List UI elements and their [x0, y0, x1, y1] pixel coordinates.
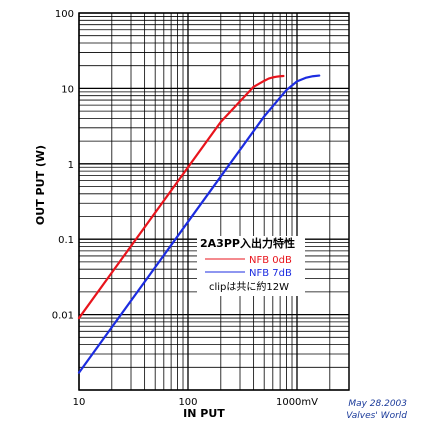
y-axis-title: OUT PUT (W)	[34, 145, 47, 225]
grid-major	[78, 12, 349, 391]
series-line-1	[77, 74, 321, 374]
credit-date: May 28.2003	[348, 399, 407, 409]
credit-site: Valves' World	[346, 411, 407, 421]
x-axis-title: IN PUT	[183, 407, 225, 420]
grid-minor	[79, 13, 350, 390]
legend-title: 2A3PP入出力特性	[200, 236, 295, 250]
legend-label-nfb0: NFB 0dB	[249, 255, 292, 266]
y-tick-label: 10	[61, 84, 74, 95]
plot-frame	[78, 12, 350, 391]
clip-annotation: clipは共に約12W	[209, 280, 289, 293]
x-tick-label: 1000mV	[276, 397, 318, 408]
ticks-layer: 10 100 1000mV 100 10 1 0.1 0.01	[52, 9, 318, 408]
y-tick-label: 0.01	[52, 311, 74, 322]
series-line-0	[77, 74, 285, 320]
legend-background	[197, 236, 305, 296]
y-tick-label: 100	[55, 9, 74, 20]
legend: 2A3PP入出力特性 NFB 0dB NFB 7dB clipは共に約12W	[197, 236, 305, 296]
x-tick-label: 10	[73, 397, 86, 408]
y-tick-label: 1	[68, 160, 74, 171]
y-tick-label: 0.1	[58, 235, 74, 246]
x-tick-label: 100	[178, 397, 197, 408]
legend-label-nfb7: NFB 7dB	[249, 268, 292, 279]
series-layer	[77, 74, 321, 374]
